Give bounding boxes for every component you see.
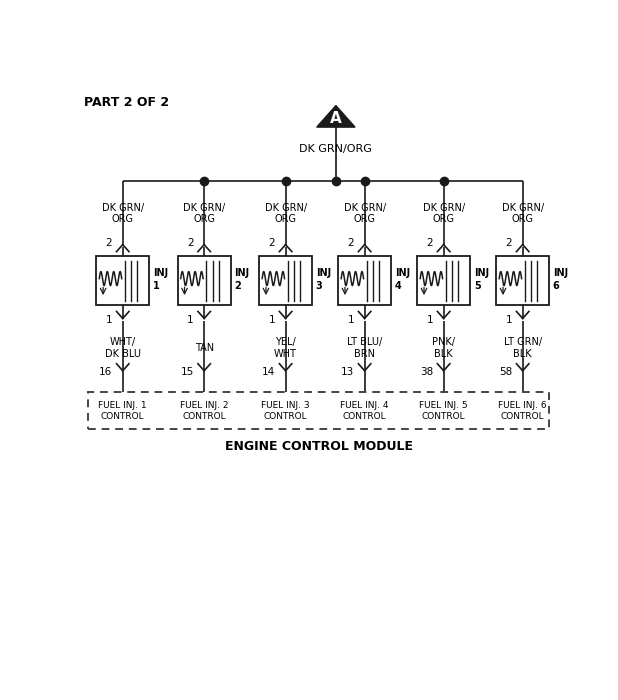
Bar: [178, 256, 231, 305]
Text: DK GRN/
ORG: DK GRN/ ORG: [423, 202, 465, 224]
Text: YEL/
WHT: YEL/ WHT: [274, 337, 297, 359]
Polygon shape: [317, 106, 355, 127]
Text: A: A: [330, 111, 342, 126]
Bar: [96, 256, 149, 305]
Text: LT BLU/
BRN: LT BLU/ BRN: [347, 337, 383, 359]
Text: LT GRN/
BLK: LT GRN/ BLK: [504, 337, 542, 359]
Text: 6: 6: [553, 281, 559, 291]
Bar: [496, 256, 549, 305]
Text: 15: 15: [180, 368, 193, 377]
Text: TAN: TAN: [195, 343, 214, 353]
Text: ENGINE CONTROL MODULE: ENGINE CONTROL MODULE: [224, 440, 413, 453]
Text: FUEL INJ. 2
CONTROL: FUEL INJ. 2 CONTROL: [180, 400, 229, 421]
Text: 16: 16: [99, 368, 112, 377]
Text: WHT/
DK BLU: WHT/ DK BLU: [104, 337, 141, 359]
Text: DK GRN/
ORG: DK GRN/ ORG: [344, 202, 386, 224]
Text: PART 2 OF 2: PART 2 OF 2: [85, 96, 169, 109]
Bar: [338, 256, 391, 305]
Text: 1: 1: [426, 315, 433, 325]
Text: FUEL INJ. 3
CONTROL: FUEL INJ. 3 CONTROL: [261, 400, 310, 421]
Text: INJ: INJ: [234, 267, 250, 278]
Text: 1: 1: [106, 315, 112, 325]
Text: FUEL INJ. 6
CONTROL: FUEL INJ. 6 CONTROL: [498, 400, 547, 421]
Text: INJ: INJ: [553, 267, 568, 278]
Bar: [417, 256, 470, 305]
Text: 4: 4: [395, 281, 402, 291]
Text: 13: 13: [341, 368, 354, 377]
Text: INJ: INJ: [153, 267, 168, 278]
Text: FUEL INJ. 4
CONTROL: FUEL INJ. 4 CONTROL: [341, 400, 389, 421]
Text: INJ: INJ: [395, 267, 410, 278]
Text: DK GRN/ORG: DK GRN/ORG: [300, 144, 372, 154]
Text: INJ: INJ: [474, 267, 489, 278]
Text: 1: 1: [187, 315, 193, 325]
Text: 58: 58: [499, 368, 512, 377]
Text: 2: 2: [187, 238, 193, 248]
Bar: [88, 392, 549, 429]
Text: 1: 1: [347, 315, 354, 325]
Text: 5: 5: [474, 281, 481, 291]
Text: FUEL INJ. 5
CONTROL: FUEL INJ. 5 CONTROL: [420, 400, 468, 421]
Text: DK GRN/
ORG: DK GRN/ ORG: [265, 202, 307, 224]
Text: DK GRN/
ORG: DK GRN/ ORG: [502, 202, 544, 224]
Text: 2: 2: [268, 238, 275, 248]
Text: PNK/
BLK: PNK/ BLK: [432, 337, 455, 359]
Text: 2: 2: [234, 281, 241, 291]
Text: 1: 1: [506, 315, 512, 325]
Text: DK GRN/
ORG: DK GRN/ ORG: [183, 202, 225, 224]
Text: 1: 1: [153, 281, 159, 291]
Text: FUEL INJ. 1
CONTROL: FUEL INJ. 1 CONTROL: [98, 400, 147, 421]
Text: 2: 2: [347, 238, 354, 248]
Text: 38: 38: [420, 368, 433, 377]
Text: 2: 2: [506, 238, 512, 248]
Text: 2: 2: [426, 238, 433, 248]
Bar: [260, 256, 312, 305]
Text: INJ: INJ: [316, 267, 331, 278]
Text: 2: 2: [106, 238, 112, 248]
Text: 3: 3: [316, 281, 323, 291]
Text: 1: 1: [268, 315, 275, 325]
Text: DK GRN/
ORG: DK GRN/ ORG: [102, 202, 144, 224]
Text: 14: 14: [262, 368, 275, 377]
